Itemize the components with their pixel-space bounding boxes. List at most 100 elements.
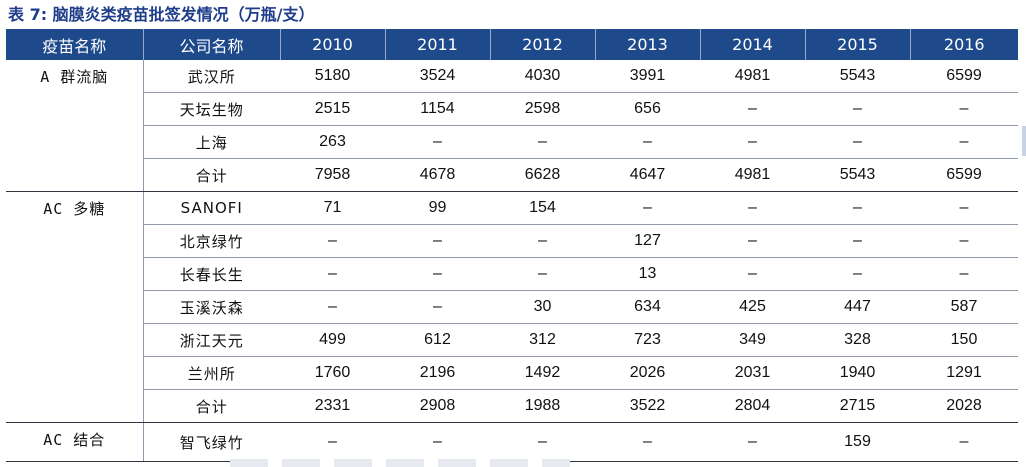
value-cell: – <box>910 191 1018 225</box>
value-cell: – <box>595 125 700 159</box>
col-header-vaccine: 疫苗名称 <box>6 29 144 60</box>
value-cell: 2598 <box>490 92 595 126</box>
value-cell: 2908 <box>385 389 490 423</box>
company-name: SANOFI <box>143 191 280 225</box>
company-name: 长春长生 <box>143 257 280 291</box>
vaccine-group-name: AC 多糖 <box>6 191 144 423</box>
vaccine-group-name: AC 结合 <box>6 422 144 462</box>
value-cell: – <box>280 290 385 324</box>
value-cell: 2331 <box>280 389 385 423</box>
value-cell: 6628 <box>490 158 595 192</box>
value-cell: 263 <box>280 125 385 159</box>
value-cell: – <box>595 191 700 225</box>
value-cell: 150 <box>910 323 1018 357</box>
col-header-year: 2011 <box>385 29 491 60</box>
value-cell: 1154 <box>385 92 490 126</box>
value-cell: – <box>700 224 805 258</box>
company-name: 武汉所 <box>143 60 280 93</box>
value-cell: – <box>700 257 805 291</box>
value-cell: – <box>700 422 805 462</box>
edge-marker <box>1022 126 1026 156</box>
value-cell: – <box>490 422 595 462</box>
value-cell: 3524 <box>385 60 490 93</box>
company-name: 北京绿竹 <box>143 224 280 258</box>
value-cell: 4981 <box>700 158 805 192</box>
value-cell: – <box>280 422 385 462</box>
value-cell: 656 <box>595 92 700 126</box>
value-cell: – <box>910 257 1018 291</box>
value-cell: 447 <box>805 290 910 324</box>
value-cell: 1291 <box>910 356 1018 390</box>
col-header-year: 2012 <box>490 29 596 60</box>
value-cell: 723 <box>595 323 700 357</box>
value-cell: 4981 <box>700 60 805 93</box>
value-cell: 71 <box>280 191 385 225</box>
table-row-total: 合计 2331 2908 1988 3522 2804 2715 2028 <box>6 389 1018 423</box>
value-cell: 159 <box>805 422 910 462</box>
value-cell: – <box>385 290 490 324</box>
company-name: 天坛生物 <box>143 92 280 126</box>
value-cell: – <box>700 125 805 159</box>
value-cell: – <box>805 92 910 126</box>
table-row: A 群流脑 武汉所 5180 3524 4030 3991 4981 5543 6599 <box>6 60 1018 192</box>
value-cell: 3522 <box>595 389 700 423</box>
value-cell: 5543 <box>805 60 910 93</box>
col-header-year: 2014 <box>700 29 806 60</box>
value-cell: 4030 <box>490 60 595 93</box>
value-cell: – <box>805 125 910 159</box>
value-cell: 4678 <box>385 158 490 192</box>
value-cell: 3991 <box>595 60 700 93</box>
table-row: 浙江天元 499 612 312 723 349 328 150 <box>6 323 1018 357</box>
value-cell: 5180 <box>280 60 385 93</box>
table-row: 长春长生 – – –13– – – <box>6 257 1018 291</box>
value-cell: 4647 <box>595 158 700 192</box>
value-cell: – <box>910 125 1018 159</box>
total-label: 合计 <box>143 158 280 192</box>
table-row: 北京绿竹 – – –127– – – <box>6 224 1018 258</box>
table-row: 上海 263– – – – – – <box>6 125 1018 159</box>
company-name: 浙江天元 <box>143 323 280 357</box>
value-cell: – <box>805 257 910 291</box>
col-header-year: 2013 <box>595 29 701 60</box>
table-row: 玉溪沃森 – –30 634 425 447 587 <box>6 290 1018 324</box>
value-cell: – <box>490 224 595 258</box>
col-header-company: 公司名称 <box>143 29 281 60</box>
value-cell: – <box>910 422 1018 462</box>
value-cell: 612 <box>385 323 490 357</box>
value-cell: – <box>490 125 595 159</box>
value-cell: 30 <box>490 290 595 324</box>
value-cell: – <box>595 422 700 462</box>
value-cell: 2031 <box>700 356 805 390</box>
value-cell: 1940 <box>805 356 910 390</box>
value-cell: – <box>805 191 910 225</box>
value-cell: 2804 <box>700 389 805 423</box>
value-cell: – <box>385 125 490 159</box>
value-cell: 2196 <box>385 356 490 390</box>
value-cell: 7958 <box>280 158 385 192</box>
table-row: AC 结合 智飞绿竹 – – – – –159– <box>6 422 1018 462</box>
value-cell: – <box>280 224 385 258</box>
value-cell: 6599 <box>910 60 1018 93</box>
value-cell: 13 <box>595 257 700 291</box>
value-cell: 634 <box>595 290 700 324</box>
value-cell: 587 <box>910 290 1018 324</box>
value-cell: 127 <box>595 224 700 258</box>
vaccine-batch-table: 疫苗名称 公司名称 2010 2011 2012 2013 2014 2015 2016 A 群… <box>6 29 1018 462</box>
table-row: AC 多糖 SANOFI 71 99 154– – – – <box>6 191 1018 423</box>
col-header-year: 2016 <box>910 29 1018 60</box>
company-name: 智飞绿竹 <box>143 422 280 462</box>
table-row-total: 合计 7958 4678 6628 4647 4981 5543 6599 <box>6 158 1018 192</box>
value-cell: 425 <box>700 290 805 324</box>
table-body: A 群流脑 武汉所 5180 3524 4030 3991 4981 5543 6599 天坛生物… <box>6 60 1018 462</box>
value-cell: 2026 <box>595 356 700 390</box>
table-caption: 表 7: 脑膜炎类疫苗批签发情况（万瓶/支） <box>8 5 315 24</box>
value-cell: – <box>490 257 595 291</box>
vaccine-group-name: A 群流脑 <box>6 60 144 192</box>
value-cell: 154 <box>490 191 595 225</box>
value-cell: – <box>385 422 490 462</box>
faded-footer-bars <box>230 459 570 467</box>
col-header-year: 2010 <box>280 29 386 60</box>
value-cell: 349 <box>700 323 805 357</box>
value-cell: 312 <box>490 323 595 357</box>
value-cell: 1492 <box>490 356 595 390</box>
